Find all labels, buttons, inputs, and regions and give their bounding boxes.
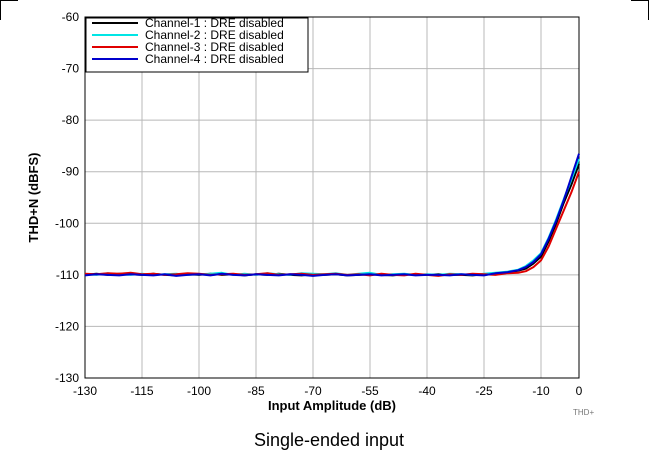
x-tick-label: 0 [576,384,583,398]
legend-label-channel-1: Channel-1 : DRE disabled [145,16,284,30]
legend-box [85,17,309,73]
y-tick-label: -60 [62,10,80,24]
x-tick-label: -115 [130,384,153,398]
y-tick-label: -120 [55,319,79,333]
series-line-channel-1 [84,163,580,277]
figure-tag: THD+ [573,408,594,417]
plot-area-border [84,16,580,379]
series-line-channel-2 [84,158,580,276]
series-line-channel-4 [84,153,580,277]
x-tick-label: -130 [73,384,97,398]
y-tick-label: -110 [56,268,79,282]
legend-label-channel-2: Channel-2 : DRE disabled [145,28,284,42]
x-tick-label: -40 [418,384,436,398]
y-tick-label: -100 [55,216,79,230]
x-tick-label: -25 [475,384,493,398]
figure-caption: Single-ended input [254,430,404,450]
x-axis-label: Input Amplitude (dB) [268,398,396,413]
y-tick-label: -80 [62,113,80,127]
series-line-channel-3 [84,171,580,277]
x-axis-ticks: -130 -115 -100 -85 -70 -55 -40 -25 -10 0 [73,384,583,398]
y-tick-label: -90 [62,165,80,179]
x-tick-label: -10 [532,384,550,398]
legend-label-channel-3: Channel-3 : DRE disabled [145,40,284,54]
series-layer [84,153,580,277]
x-tick-label: -85 [247,384,265,398]
y-tick-label: -130 [55,371,79,385]
y-tick-label: -70 [62,62,80,76]
plot-frame [84,16,580,379]
y-axis-ticks: -60 -70 -80 -90 -100 -110 -120 -130 [55,10,79,385]
x-tick-label: -55 [361,384,379,398]
x-tick-label: -70 [304,384,322,398]
legend-label-channel-4: Channel-4 : DRE disabled [145,52,284,66]
x-tick-label: -100 [187,384,211,398]
y-axis-label: THD+N (dBFS) [26,153,41,243]
